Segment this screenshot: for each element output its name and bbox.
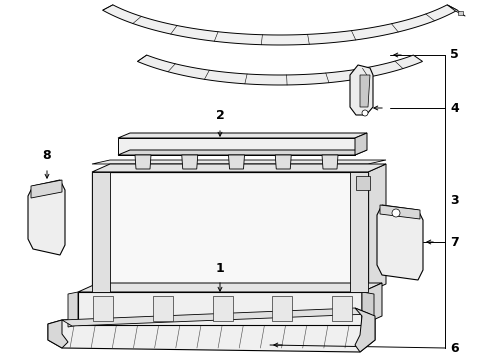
Circle shape [362,110,368,116]
Polygon shape [360,75,370,107]
Text: 5: 5 [450,49,459,62]
Polygon shape [93,296,113,321]
Polygon shape [118,150,367,155]
Polygon shape [356,176,370,190]
Polygon shape [68,292,78,327]
Text: 3: 3 [450,194,459,207]
Polygon shape [92,164,386,172]
Text: 6: 6 [450,342,459,355]
Polygon shape [135,155,151,169]
Text: 8: 8 [43,149,51,162]
Polygon shape [138,55,422,85]
Polygon shape [31,180,62,198]
Polygon shape [103,5,457,45]
Polygon shape [48,320,68,348]
Polygon shape [62,308,370,326]
Polygon shape [213,296,232,321]
Polygon shape [228,155,245,169]
Polygon shape [272,296,292,321]
Polygon shape [78,292,362,325]
Polygon shape [153,296,173,321]
Polygon shape [275,155,291,169]
Polygon shape [92,172,368,292]
Text: 7: 7 [450,235,459,248]
Polygon shape [368,164,386,292]
Polygon shape [447,5,465,16]
Polygon shape [182,155,198,169]
Polygon shape [92,160,386,164]
Polygon shape [332,296,352,321]
Text: 2: 2 [216,109,224,122]
Text: 1: 1 [216,262,224,275]
Polygon shape [350,65,373,115]
Polygon shape [92,172,110,292]
Polygon shape [377,205,423,280]
Text: 4: 4 [450,102,459,114]
Polygon shape [458,11,464,15]
Polygon shape [118,133,367,138]
Polygon shape [118,138,355,155]
Circle shape [392,209,400,217]
Polygon shape [322,155,338,169]
Polygon shape [28,180,65,255]
Polygon shape [350,172,368,292]
Polygon shape [380,205,420,219]
Polygon shape [362,292,374,327]
Polygon shape [48,308,375,352]
Polygon shape [78,283,382,292]
Polygon shape [355,308,375,352]
Polygon shape [355,133,367,155]
Polygon shape [362,283,382,325]
